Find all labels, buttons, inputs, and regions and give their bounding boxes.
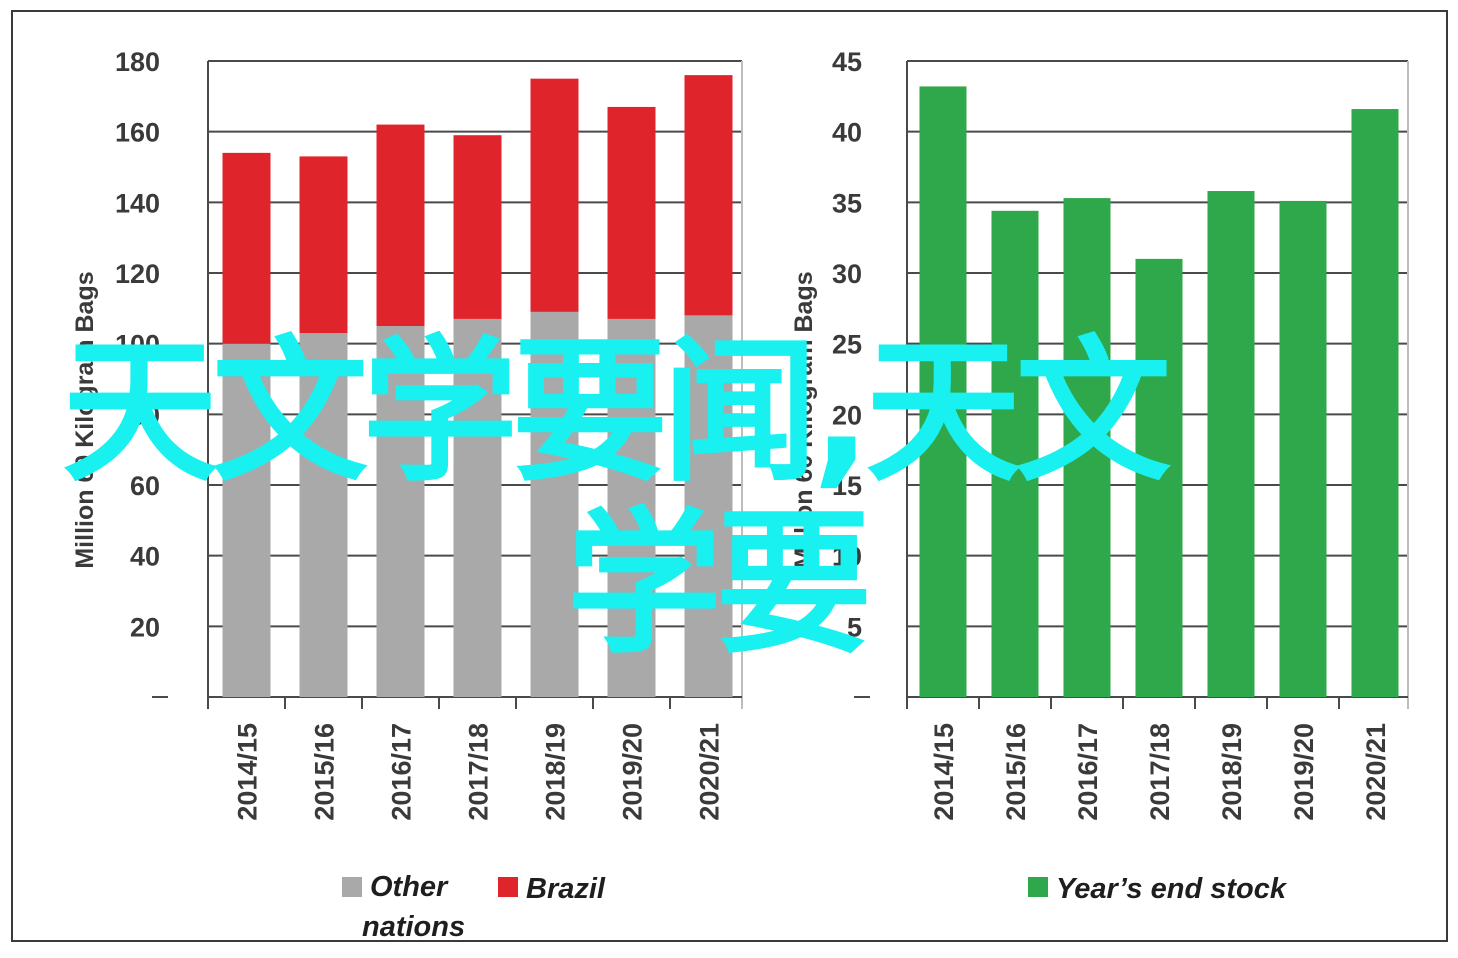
y-tick-label: 80 xyxy=(130,400,160,430)
x-tick-label: 2020/21 xyxy=(1361,723,1391,821)
chart-1: 20 40 60 80 100 120 140 160 180 2014/15 2015/16 201… xyxy=(71,47,743,943)
chart-2: 5 10 15 20 25 30 35 40 45 2014/15 2015/16 2016/17 20… xyxy=(790,47,1409,905)
bar-year-s-end-stock-2016-17 xyxy=(1063,198,1111,698)
x-tick-label: 2014/15 xyxy=(929,723,959,821)
bar-year-s-end-stock-2017-18 xyxy=(1135,258,1183,697)
legend-swatch-1 xyxy=(342,877,362,897)
bar-year-s-end-stock-2020-21 xyxy=(1351,109,1399,697)
y-tick-label: 20 xyxy=(832,400,862,430)
x-tick-label: 2016/17 xyxy=(387,723,417,821)
legend-label: Brazil xyxy=(526,873,606,905)
y-tick-label: 40 xyxy=(832,118,862,148)
x-tick-label: 2018/19 xyxy=(1217,723,1247,821)
bar-brazil-2015-16 xyxy=(299,156,348,334)
bar-year-s-end-stock-2015-16 xyxy=(991,210,1039,697)
bar-other-nations-2015-16 xyxy=(299,333,348,697)
legend-label: nations xyxy=(362,911,465,943)
bar-year-s-end-stock-2018-19 xyxy=(1207,191,1255,697)
bar-year-s-end-stock-2019-20 xyxy=(1279,200,1327,698)
y-tick-label: 180 xyxy=(115,47,160,77)
y-tick-label: 100 xyxy=(115,330,160,360)
x-tick-label: 2014/15 xyxy=(233,723,263,821)
x-tick-label: 2017/18 xyxy=(464,723,494,821)
bar-brazil-2014-15 xyxy=(222,152,271,344)
bar-other-nations-2019-20 xyxy=(607,318,656,697)
y-tick-label: 120 xyxy=(115,259,160,289)
y-tick-label: 5 xyxy=(847,612,862,642)
bar-year-s-end-stock-2014-15 xyxy=(919,86,967,697)
legend-swatch-1 xyxy=(1028,877,1048,897)
x-tick-label: 2015/16 xyxy=(1001,723,1031,821)
x-tick-label: 2018/19 xyxy=(541,723,571,821)
x-tick-label: 2017/18 xyxy=(1145,723,1175,821)
y-tick-label: 10 xyxy=(832,542,862,572)
y-tick-label: 45 xyxy=(832,47,862,77)
y-axis-title: Million 60 Kilogram Bags xyxy=(790,271,818,568)
bar-brazil-2019-20 xyxy=(607,106,656,319)
y-tick-label: 25 xyxy=(832,330,862,360)
y-axis-title: Million 60 Kilogram Bags xyxy=(71,271,99,568)
bar-other-nations-2017-18 xyxy=(453,318,502,697)
x-tick-label: 2016/17 xyxy=(1073,723,1103,821)
legend-label: Year’s end stock xyxy=(1056,873,1288,905)
bar-other-nations-2018-19 xyxy=(530,311,579,697)
y-tick-label: 40 xyxy=(130,542,160,572)
y-tick-label: 160 xyxy=(115,118,160,148)
y-tick-label: 20 xyxy=(130,612,160,642)
y-tick-label: 35 xyxy=(832,188,862,218)
y-tick-label: 30 xyxy=(832,259,862,289)
bar-brazil-2020-21 xyxy=(684,75,733,316)
y-tick-label: 140 xyxy=(115,188,160,218)
legend-label: Other xyxy=(370,871,449,903)
x-tick-label: 2015/16 xyxy=(310,723,340,821)
bar-brazil-2018-19 xyxy=(530,78,579,312)
bar-brazil-2017-18 xyxy=(453,135,502,319)
bar-other-nations-2016-17 xyxy=(376,326,425,697)
x-tick-label: 2020/21 xyxy=(695,723,725,821)
y-tick-label: 15 xyxy=(832,471,862,501)
bar-brazil-2016-17 xyxy=(376,124,425,326)
legend-swatch-2 xyxy=(498,877,518,897)
bar-other-nations-2014-15 xyxy=(222,343,271,697)
x-tick-label: 2019/20 xyxy=(1289,723,1319,821)
bar-other-nations-2020-21 xyxy=(684,315,733,697)
x-tick-label: 2019/20 xyxy=(618,723,648,821)
y-tick-label: 60 xyxy=(130,471,160,501)
